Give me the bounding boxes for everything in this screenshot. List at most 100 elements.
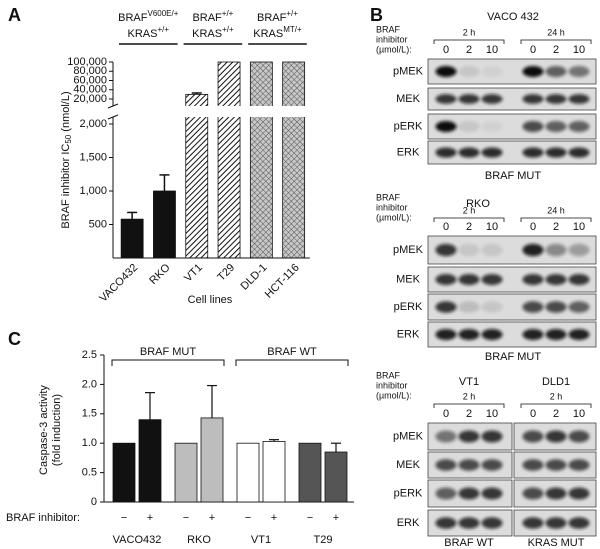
blot-band	[481, 430, 503, 443]
y-tick-label: 1,500	[79, 151, 107, 163]
panel-letter: C	[8, 329, 21, 349]
blot-band	[522, 66, 544, 77]
blot-band	[481, 329, 503, 340]
blot-band	[545, 66, 567, 77]
gene: KRAS	[192, 28, 222, 40]
group-bracket	[111, 359, 225, 366]
blot-band	[481, 487, 503, 500]
allele: +/+	[222, 9, 234, 18]
blot-title: VACO 432	[487, 11, 539, 23]
allele: V600E/+	[148, 9, 179, 18]
y-tick-label: 40,000	[73, 84, 107, 96]
blot-band	[522, 274, 544, 285]
blot-band	[545, 94, 567, 104]
blot-band	[568, 121, 590, 132]
blot-band	[481, 517, 503, 529]
blot-band	[568, 147, 590, 158]
dose-label: 10	[573, 44, 585, 56]
x-tick-label: VT1	[251, 534, 271, 546]
dose-label: 2	[466, 221, 472, 233]
dose-label: 2	[553, 44, 559, 56]
blot-band	[545, 121, 567, 132]
x-tick-label: RKO	[187, 534, 211, 546]
panel-letter: A	[8, 5, 21, 25]
blot-band	[545, 459, 567, 471]
blot-band	[458, 517, 480, 529]
blot-band	[568, 94, 590, 104]
dose-label: 10	[486, 44, 498, 56]
dose-header: BRAF	[376, 24, 401, 34]
blot-band	[568, 430, 590, 443]
blot-band	[545, 430, 567, 443]
bar	[138, 419, 162, 503]
treatment-label: −	[183, 512, 189, 524]
dose-header: (µmol/L):	[376, 44, 412, 54]
blot-band	[481, 301, 503, 313]
y-tick-label: 100,000	[67, 56, 107, 68]
x-tick-label: DLD-1	[239, 262, 270, 293]
time-bracket	[433, 217, 505, 222]
x-tick-label: HCT-116	[263, 262, 302, 301]
blot-band	[458, 329, 480, 340]
blot-band	[481, 147, 503, 158]
gene: BRAF	[118, 12, 148, 24]
y-tick-label: 0	[91, 496, 97, 508]
blot-band	[458, 243, 480, 257]
row-label: MEK	[396, 93, 421, 105]
gene: BRAF	[257, 12, 287, 24]
y-axis-label-part: (nmol/L)	[60, 91, 72, 134]
treatment-label: +	[333, 512, 339, 524]
treatment-label: −	[307, 512, 313, 524]
y-axis-label-part: 50	[64, 134, 73, 143]
allele: +/+	[286, 9, 298, 18]
genotype-footer: KRAS MUT	[528, 537, 585, 549]
blot-band	[568, 274, 590, 285]
blot-band	[481, 121, 503, 132]
dose-label: 0	[530, 408, 536, 420]
blot-band	[435, 147, 457, 158]
blot-band	[545, 274, 567, 285]
dose-label: 0	[443, 408, 449, 420]
time-label: 2 h	[463, 205, 476, 215]
blot-band	[435, 94, 457, 104]
dose-header: BRAF	[376, 370, 401, 380]
blot-band	[545, 487, 567, 500]
row-label: pMEK	[393, 430, 424, 442]
y-tick-label: 1.5	[82, 408, 97, 420]
blot-band	[435, 459, 457, 471]
blot-band	[458, 66, 480, 77]
blot-band	[458, 459, 480, 471]
blot-band	[481, 66, 503, 77]
time-bracket	[433, 39, 505, 44]
y-axis-label: Caspase-3 activity	[38, 385, 50, 475]
dose-label: 0	[443, 221, 449, 233]
y-tick-label: 500	[89, 218, 107, 230]
blot-band	[435, 430, 457, 443]
blot-band	[522, 487, 544, 500]
bar	[249, 61, 273, 259]
bar	[120, 218, 144, 259]
blot-band	[522, 329, 544, 340]
time-bracket	[433, 403, 505, 408]
blot-band	[568, 517, 590, 529]
allele: +/+	[222, 25, 234, 34]
blot-band	[435, 121, 457, 132]
genotype-label: BRAF+/+	[192, 9, 233, 24]
x-tick-label: VACO432	[113, 534, 162, 546]
x-tick-label: RKO	[147, 261, 173, 287]
blot-band	[435, 243, 457, 257]
blot-band	[568, 459, 590, 471]
cell-line-label: VT1	[459, 376, 479, 388]
dose-header: inhibitor	[376, 34, 408, 44]
blot-band	[522, 517, 544, 529]
blot-band	[435, 487, 457, 500]
treatment-label: +	[209, 512, 215, 524]
blot-band	[545, 329, 567, 340]
row-label: ERK	[397, 517, 420, 529]
blot-band	[568, 66, 590, 77]
genotype-footer: BRAF MUT	[485, 170, 542, 182]
blot-band	[545, 301, 567, 313]
allele: +/+	[157, 25, 169, 34]
blot-band	[458, 301, 480, 313]
